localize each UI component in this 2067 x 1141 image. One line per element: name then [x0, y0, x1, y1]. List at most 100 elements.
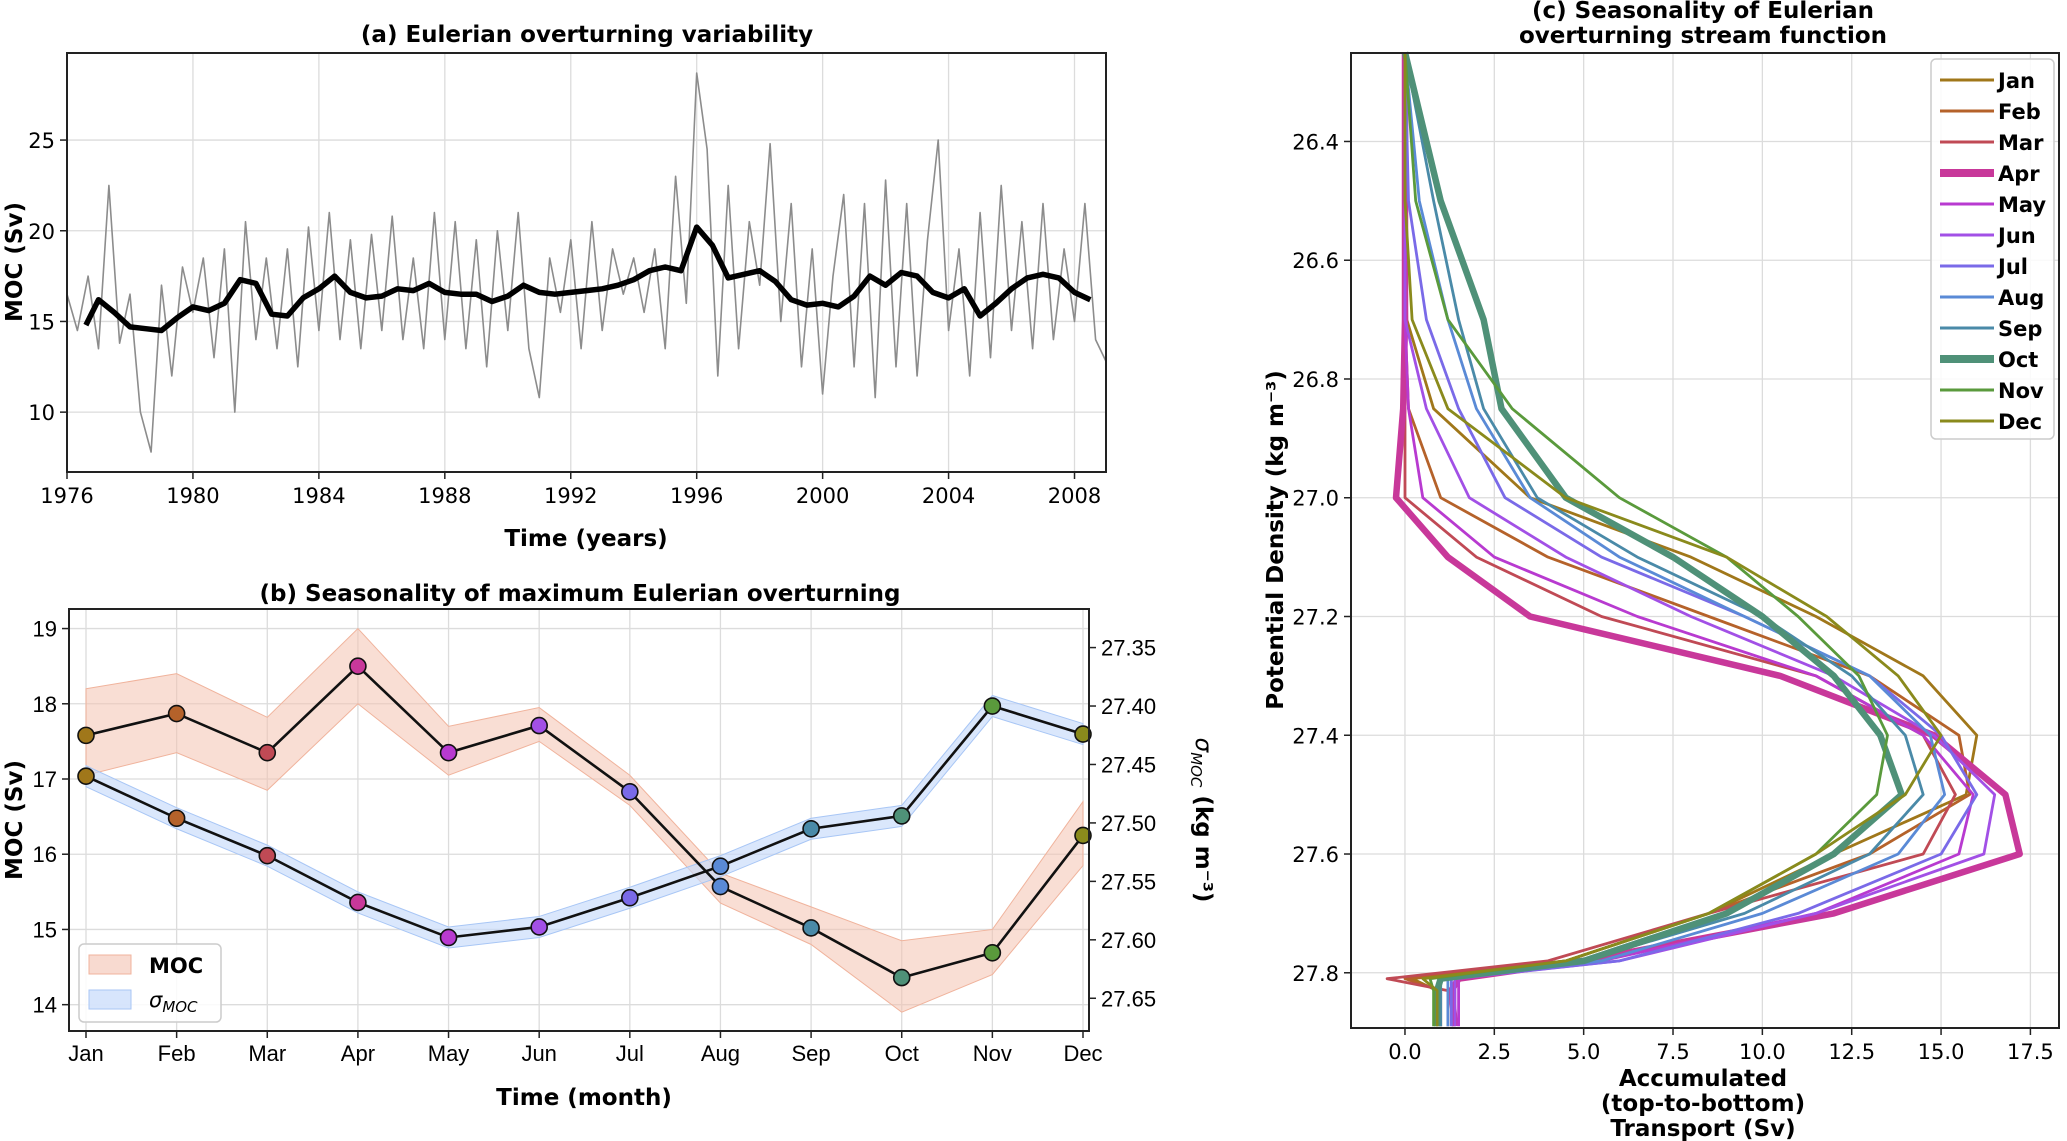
legend-moc-label: MOC [149, 954, 203, 978]
y-tick-label: 20 [28, 220, 55, 244]
moc-point-mar [258, 743, 277, 762]
sigma-point-mar [258, 846, 277, 865]
moc-uncertainty-band [85, 627, 1084, 1013]
x-tick-label: 2.5 [1478, 1040, 1511, 1064]
x-tick-label: Sep [792, 1041, 831, 1066]
x-tick-label: Mar [248, 1041, 286, 1066]
stream-function-feb [1403, 52, 1972, 1027]
sigma-uncertainty-band [85, 694, 1084, 949]
moc-point-dec [1074, 826, 1092, 845]
legend-label-dec: Dec [1998, 410, 2042, 434]
y-tick-label: 27.4 [1292, 724, 1339, 748]
stream-function-jun [1403, 52, 1997, 1027]
legend-sigma-symbol: σ [149, 988, 163, 1012]
x-tick-label: May [428, 1041, 470, 1066]
x-tick-label: 2008 [1048, 484, 1101, 508]
x-tick-label: 2000 [796, 484, 849, 508]
moc-point-apr [349, 657, 367, 675]
sigma-point-sep [802, 819, 820, 838]
moc-line [85, 664, 1085, 979]
stream-function-oct [1401, 51, 1905, 1027]
panel-a-series [66, 72, 1107, 453]
panel-b-frame [68, 608, 1090, 1032]
legend-label-jun: Jun [1996, 224, 2036, 248]
monthly-moc-line [66, 72, 1107, 453]
legend-box [1930, 58, 2055, 440]
y-tick-label: 15 [33, 917, 57, 942]
panel-b-y2label: σMOC (kg m⁻³) [1187, 738, 1216, 903]
y-tick-label: 25 [28, 129, 55, 153]
panel-c-xlabel-line2: (top-to-bottom) [1601, 1091, 1805, 1117]
y-tick-label: 26.4 [1292, 130, 1339, 154]
sigma-point-aug [711, 857, 730, 875]
y-tick-label: 27.0 [1292, 487, 1339, 511]
panel-b-ylabel: MOC (Sv) [2, 760, 28, 880]
x-tick-label: Jan [68, 1041, 103, 1066]
sigma-point-jun [530, 918, 548, 936]
x-tick-label: 17.5 [2007, 1040, 2054, 1064]
x-tick-label: Dec [1063, 1041, 1102, 1066]
panel-a-ylabel: MOC (Sv) [2, 202, 28, 322]
sigma-point-apr [349, 893, 367, 912]
panel-b-series [77, 627, 1092, 1013]
panel-a-xlabel: Time (years) [504, 526, 667, 552]
y2label-symbol: σ [1190, 738, 1216, 754]
legend-label-mar: Mar [1998, 131, 2044, 155]
moc-point-jun [530, 716, 548, 735]
moc-point-jul [621, 782, 639, 801]
x-tick-label: 0.0 [1388, 1040, 1421, 1064]
x-tick-label: 10.0 [1739, 1040, 1786, 1064]
smoothed-moc-line [83, 224, 1092, 334]
y2-tick-label: 27.50 [1101, 811, 1156, 836]
stream-function-sep [1403, 52, 1925, 1027]
y2-tick-label: 27.60 [1101, 928, 1156, 953]
panel-c-legend: Jan Feb Mar Apr May Jun Jul Aug Sep Oct Nov Dec [1930, 58, 2055, 440]
legend-label-oct: Oct [1998, 348, 2038, 372]
legend-label-sep: Sep [1998, 317, 2042, 341]
y2-tick-label: 27.45 [1101, 752, 1156, 777]
stream-function-jan [1403, 52, 1979, 1027]
y-tick-label: 18 [33, 692, 57, 717]
x-tick-label: 5.0 [1567, 1040, 1600, 1064]
y-tick-label: 14 [33, 993, 57, 1018]
x-tick-label: 1980 [166, 484, 219, 508]
sigma-point-jan [77, 767, 95, 785]
x-tick-label: 15.0 [1918, 1040, 1965, 1064]
panel-a-ticks: 1976 1980 1984 1988 1992 1996 2000 2004 2008 10 15… [28, 129, 1101, 508]
x-tick-label: 1976 [40, 484, 93, 508]
x-tick-label: 7.5 [1656, 1040, 1689, 1064]
panel-c-ticks: 0.0 2.5 5.0 7.5 10.0 12.5 15.0 17.5 26.4 26.6 26.8… [1292, 130, 2054, 1064]
x-tick-label: 1988 [418, 484, 471, 508]
sigma-point-dec [1074, 725, 1092, 743]
legend-sigma-swatch [88, 989, 132, 1010]
moc-point-sep [802, 919, 820, 937]
panel-a-frame [66, 52, 1107, 473]
x-tick-label: Oct [885, 1041, 919, 1066]
stream-function-jul [1403, 52, 1979, 1027]
moc-point-jan [77, 726, 95, 745]
legend-label-feb: Feb [1998, 100, 2041, 124]
panel-b: (b) Seasonality of maximum Eulerian over… [2, 581, 1216, 1111]
panel-c-series [1385, 51, 2023, 1027]
sigma-point-oct [892, 807, 911, 825]
panel-c-title-line1: (c) Seasonality of Eulerian [1532, 0, 1874, 24]
legend-moc-swatch [88, 954, 132, 975]
sigma-point-jul [621, 888, 639, 907]
y-tick-label: 27.6 [1292, 843, 1339, 867]
panel-c: (c) Seasonality of Eulerian overturning … [1263, 0, 2060, 1141]
moc-point-feb [167, 704, 186, 723]
sigma-point-nov [983, 697, 1002, 715]
panel-a-title: (a) Eulerian overturning variability [361, 22, 813, 48]
panel-b-legend: MOC σMOC [78, 943, 222, 1023]
x-tick-label: 1984 [292, 484, 345, 508]
moc-point-aug [711, 877, 730, 896]
y-tick-label: 19 [33, 617, 57, 642]
legend-label-jul: Jul [1996, 255, 2028, 279]
y2label-unit: (kg m⁻³) [1190, 787, 1216, 902]
panel-c-frame [1350, 52, 2060, 1029]
legend-label-apr: Apr [1998, 162, 2040, 186]
legend-sigma-sub: MOC [162, 998, 198, 1016]
x-tick-label: Apr [341, 1041, 375, 1066]
x-tick-label: Nov [973, 1041, 1012, 1066]
